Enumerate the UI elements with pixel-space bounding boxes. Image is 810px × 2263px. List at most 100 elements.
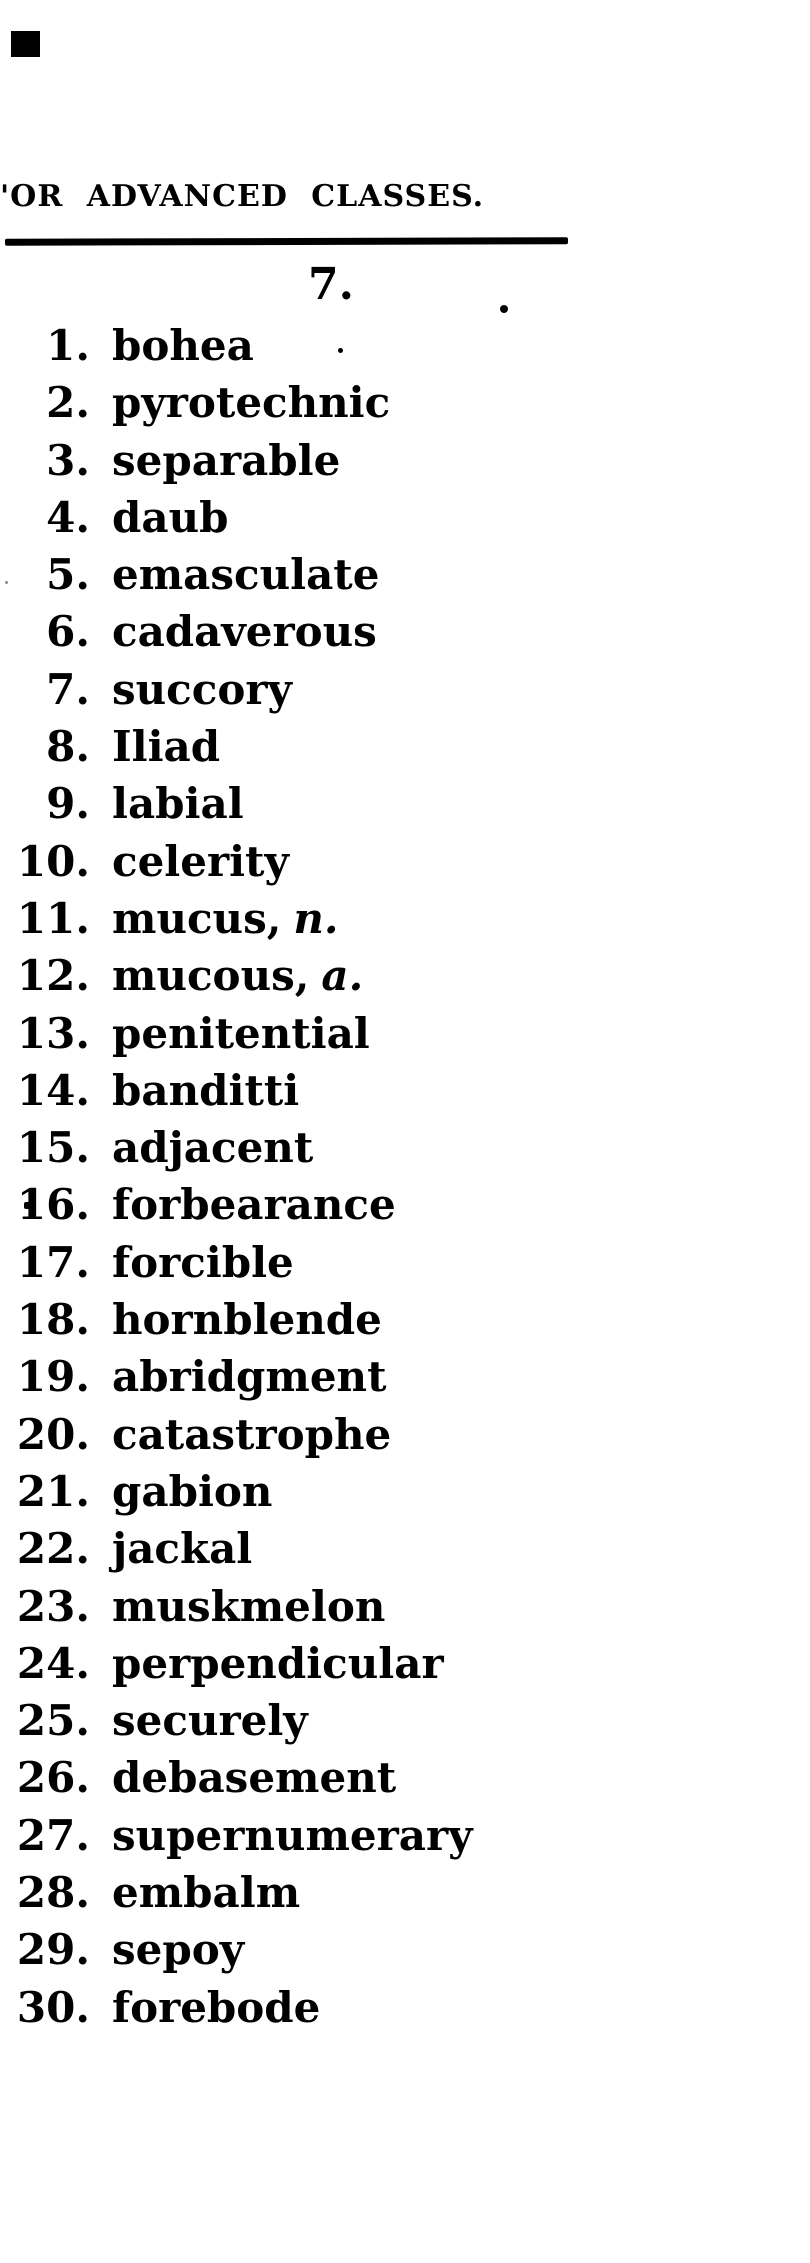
ink-speck-left-margin [5, 581, 8, 584]
item-word: mucus, [112, 893, 282, 943]
item-number: 26. [16, 1753, 90, 1803]
item-word: adjacent [112, 1123, 314, 1173]
list-item: 25. securely [0, 1692, 473, 1749]
item-word: mucous, [112, 951, 310, 1001]
list-item: 16. forbearance [0, 1176, 473, 1233]
list-item: 7. succory [0, 661, 473, 718]
item-word: hornblende [112, 1295, 382, 1345]
item-word: celerity [112, 836, 289, 886]
item-word: jackal [112, 1524, 253, 1574]
item-number: 17. [16, 1237, 90, 1287]
item-number: 2. [46, 378, 90, 428]
margin-dash-mark [24, 1202, 34, 1209]
list-item: 24. perpendicular [0, 1635, 473, 1692]
list-item: 6. cadaverous [0, 603, 473, 660]
list-item: 20. catastrophe [0, 1406, 473, 1463]
item-number: 20. [16, 1409, 90, 1459]
section-number: 7. [308, 259, 354, 310]
list-item: 2. pyrotechnic [0, 374, 473, 431]
item-word: debasement [112, 1753, 397, 1803]
list-item: 1. bohea [0, 317, 473, 374]
item-word: perpendicular [112, 1638, 444, 1688]
item-number: 15. [16, 1123, 90, 1173]
item-number: 6. [46, 607, 90, 657]
item-number: 14. [16, 1065, 90, 1115]
list-item: 9. labial [0, 775, 473, 832]
item-number: 29. [16, 1925, 90, 1975]
item-number: 3. [46, 435, 90, 485]
list-item: 30. forebode [0, 1979, 473, 2036]
list-item: 29. sepoy [0, 1921, 473, 1978]
item-word: forcible [112, 1237, 294, 1287]
item-number: 22. [16, 1524, 90, 1574]
list-item: 5. emasculate [0, 546, 473, 603]
item-word: securely [112, 1696, 308, 1746]
item-word: Iliad [112, 722, 221, 772]
item-word: forebode [112, 1982, 321, 2032]
item-number: 11. [16, 893, 90, 943]
list-item: 10. celerity [0, 833, 473, 890]
item-word: emasculate [112, 550, 380, 600]
item-number: 30. [16, 1982, 90, 2032]
item-number: 5. [46, 550, 90, 600]
item-word: succory [112, 664, 292, 714]
item-word: cadaverous [112, 607, 377, 657]
list-item: 8. Iliad [0, 718, 473, 775]
list-item: 18. hornblende [0, 1291, 473, 1348]
item-number: 10. [16, 836, 90, 886]
list-item: 23. muskmelon [0, 1578, 473, 1635]
ink-dot-after-bohea [338, 348, 343, 353]
item-word: bohea [112, 321, 254, 370]
item-number: 9. [46, 779, 90, 829]
item-word: pyrotechnic [112, 378, 391, 428]
item-number: 27. [16, 1810, 90, 1860]
item-number: 28. [16, 1868, 90, 1918]
list-item: 3. separable [0, 432, 473, 489]
header-rule [4, 237, 569, 246]
item-number: 12. [16, 951, 90, 1001]
list-item: 15. adjacent [0, 1119, 473, 1176]
item-number: 7. [46, 664, 90, 714]
item-number: 8. [46, 722, 90, 772]
item-word: embalm [112, 1868, 301, 1918]
item-number: 16. [16, 1180, 90, 1230]
item-word: supernumerary [112, 1810, 473, 1860]
list-item: 26. debasement [0, 1749, 473, 1806]
item-word: catastrophe [112, 1409, 392, 1459]
list-item: 4. daub [0, 489, 473, 546]
ink-dot-beside-heading [500, 305, 508, 313]
item-number: 4. [46, 492, 90, 542]
item-word: banditti [112, 1065, 300, 1115]
item-word: forbearance [112, 1180, 396, 1230]
list-item: 21. gabion [0, 1463, 473, 1520]
item-word: muskmelon [112, 1581, 386, 1631]
item-word: daub [112, 492, 229, 542]
item-number: 13. [16, 1008, 90, 1058]
list-item: 19. abridgment [0, 1348, 473, 1405]
item-grammar-note: n. [293, 893, 339, 943]
list-item: 17. forcible [0, 1234, 473, 1291]
item-word: abridgment [112, 1352, 387, 1402]
spelling-word-list: 1. bohea 2. pyrotechnic 3. separable 4. daub 5. e… [0, 317, 473, 2036]
list-item: 27. supernumerary [0, 1807, 473, 1864]
item-number: 18. [16, 1295, 90, 1345]
list-item: 28. embalm [0, 1864, 473, 1921]
item-word: sepoy [112, 1925, 245, 1975]
page-header: 'OR ADVANCED CLASSES. [0, 179, 485, 214]
list-item: 11. mucus, n. [0, 890, 473, 947]
item-word: labial [112, 779, 244, 829]
item-word: gabion [112, 1466, 273, 1516]
item-number: 25. [16, 1696, 90, 1746]
list-item: 14. banditti [0, 1062, 473, 1119]
item-word: separable [112, 435, 341, 485]
item-number: 1. [46, 321, 90, 370]
item-number: 21. [16, 1466, 90, 1516]
item-number: 23. [16, 1581, 90, 1631]
item-word: penitential [112, 1008, 370, 1058]
scan-artifact-bar [11, 31, 40, 57]
item-number: 19. [16, 1352, 90, 1402]
list-item: 22. jackal [0, 1520, 473, 1577]
item-grammar-note: a. [321, 951, 364, 1001]
list-item: 12. mucous, a. [0, 947, 473, 1004]
